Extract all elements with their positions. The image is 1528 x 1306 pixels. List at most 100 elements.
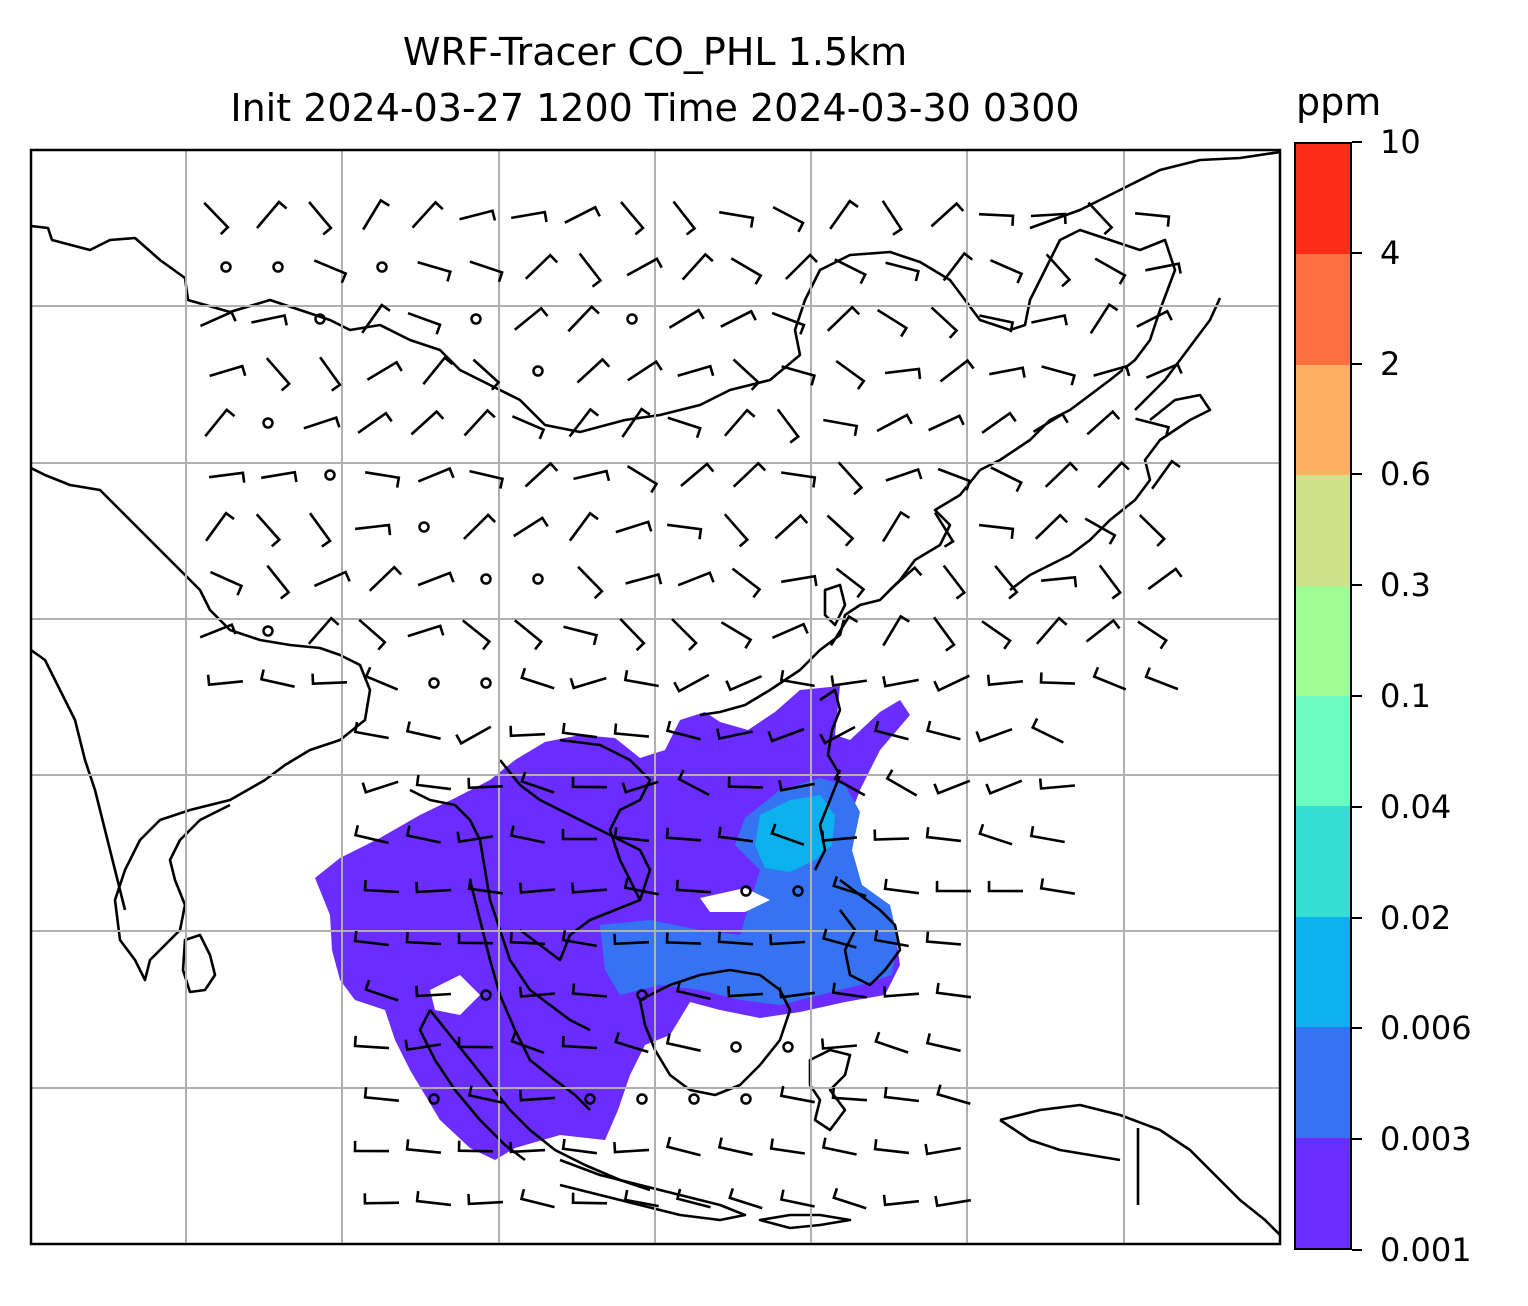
wind-barb bbox=[666, 523, 703, 540]
wind-barb bbox=[1030, 717, 1064, 744]
wind-barb bbox=[519, 1188, 555, 1209]
wind-barb bbox=[994, 565, 1019, 600]
wind-barb bbox=[832, 876, 867, 898]
wind-barb bbox=[769, 934, 806, 946]
wind-barb bbox=[728, 1188, 763, 1210]
wind-barb bbox=[364, 979, 399, 1002]
wind-barb bbox=[613, 827, 650, 843]
wind-barb bbox=[1094, 257, 1127, 285]
wind-barb bbox=[731, 567, 762, 599]
wind-barb bbox=[832, 1187, 867, 1210]
wind-barb bbox=[926, 720, 961, 741]
wind-barb bbox=[462, 513, 497, 540]
wind-barb bbox=[1030, 212, 1067, 225]
wind-barb bbox=[834, 258, 867, 285]
wind-barb bbox=[417, 466, 455, 483]
wind-barb bbox=[819, 725, 856, 745]
wind-barb bbox=[667, 416, 702, 439]
wind-barb bbox=[256, 200, 288, 229]
wind-barb bbox=[405, 932, 442, 946]
wind-barb bbox=[986, 674, 1024, 687]
calm-wind-circle bbox=[480, 573, 492, 585]
wind-barb bbox=[1038, 778, 1076, 790]
wind-barb bbox=[455, 725, 492, 746]
wind-barb bbox=[1087, 201, 1114, 236]
wind-barb bbox=[573, 469, 611, 482]
wind-barb bbox=[509, 725, 546, 738]
wind-barb bbox=[717, 826, 753, 843]
wind-barb bbox=[781, 365, 817, 386]
wind-barb bbox=[627, 359, 663, 382]
colorbar-segment bbox=[1296, 475, 1350, 586]
wind-barb bbox=[510, 210, 548, 223]
wind-barb bbox=[615, 520, 653, 534]
wind-barb bbox=[935, 880, 972, 893]
wind-barb bbox=[1145, 262, 1182, 274]
wind-barb bbox=[975, 727, 1013, 743]
wind-barb bbox=[307, 616, 340, 645]
wind-barb bbox=[469, 469, 505, 489]
calm-wind-circle bbox=[740, 1093, 752, 1105]
wind-barb bbox=[1032, 412, 1069, 433]
wind-barb bbox=[1084, 517, 1117, 545]
wind-barb bbox=[883, 986, 920, 998]
wind-barb bbox=[821, 1137, 857, 1156]
wind-barb bbox=[939, 358, 975, 383]
colorbar-segment bbox=[1296, 916, 1350, 1028]
wind-barb bbox=[933, 779, 971, 795]
calm-wind-circle bbox=[532, 573, 544, 585]
calm-wind-circle bbox=[262, 625, 274, 637]
wind-barb bbox=[363, 879, 400, 894]
coast-indochina bbox=[409, 759, 652, 1032]
wind-barb bbox=[935, 982, 972, 999]
wind-barb bbox=[623, 1189, 659, 1208]
wind-barb bbox=[672, 200, 697, 236]
wind-barb bbox=[513, 516, 549, 538]
wind-barb bbox=[204, 511, 235, 542]
wind-barb bbox=[1147, 567, 1183, 591]
wind-barb bbox=[1092, 666, 1127, 691]
wind-barb bbox=[771, 311, 806, 335]
wind-barb bbox=[626, 464, 659, 494]
wind-barb bbox=[933, 674, 970, 693]
wind-barb bbox=[204, 407, 236, 438]
wind-barb bbox=[1135, 417, 1171, 438]
wind-barb bbox=[882, 614, 910, 647]
wind-barb bbox=[459, 209, 497, 221]
wind-barb bbox=[561, 1035, 598, 1050]
coast-sri-lanka bbox=[181, 933, 217, 994]
wind-barb bbox=[925, 931, 962, 946]
wind-barb bbox=[985, 779, 1023, 795]
wind-barb bbox=[363, 1193, 400, 1205]
wind-barb bbox=[571, 776, 608, 789]
wind-barb bbox=[415, 881, 452, 894]
wind-barb bbox=[519, 1090, 556, 1102]
wind-barb bbox=[411, 200, 444, 229]
wind-barb bbox=[774, 513, 809, 540]
coast-malay-peninsula bbox=[468, 879, 591, 1111]
wind-barb bbox=[259, 669, 295, 688]
wind-barb bbox=[769, 1138, 805, 1155]
wind-barb bbox=[255, 513, 282, 548]
wind-barb bbox=[308, 201, 333, 236]
colorbar-tick-label: 0.003 bbox=[1380, 1120, 1472, 1159]
wind-barb bbox=[822, 928, 857, 949]
wind-barb bbox=[989, 259, 1024, 284]
coast-china-east bbox=[699, 469, 982, 717]
wind-barb bbox=[837, 461, 864, 496]
wind-barb bbox=[1039, 878, 1076, 895]
wind-barb bbox=[727, 986, 764, 998]
colorbar-tick-label: 0.006 bbox=[1380, 1009, 1472, 1048]
wind-barb bbox=[1144, 667, 1179, 691]
calm-wind-circle bbox=[470, 313, 482, 325]
wind-barb bbox=[876, 413, 913, 433]
coast-taiwan bbox=[823, 583, 847, 627]
wind-barb bbox=[829, 614, 859, 647]
wind-barb bbox=[576, 357, 611, 384]
wind-barb bbox=[353, 1140, 390, 1153]
coast-asia-east-top bbox=[1029, 150, 1280, 230]
map-title-line-2: Init 2024-03-27 1200 Time 2024-03-30 030… bbox=[230, 86, 1080, 130]
wind-barb bbox=[626, 257, 663, 277]
calm-wind-circle bbox=[262, 417, 274, 429]
wind-barb bbox=[524, 253, 559, 280]
